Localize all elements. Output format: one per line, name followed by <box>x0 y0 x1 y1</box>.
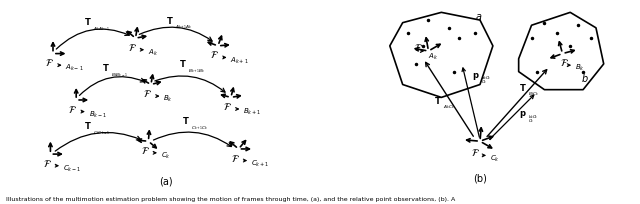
Text: $b$: $b$ <box>580 71 588 83</box>
Text: $_{B_{k+1}B_k}$: $_{B_{k+1}B_k}$ <box>188 67 206 75</box>
Text: $\mathbf{p}$: $\mathbf{p}$ <box>472 70 480 81</box>
Text: $B_{k-1}$: $B_{k-1}$ <box>88 109 107 119</box>
Text: $_{C_{k+1}C_k}$: $_{C_{k+1}C_k}$ <box>191 123 209 131</box>
Text: $B_k$: $B_k$ <box>575 63 584 73</box>
Text: Illustrations of the multimotion estimation problem showing the motion of frames: Illustrations of the multimotion estimat… <box>6 196 456 201</box>
Text: $\mathbf{T}$: $\mathbf{T}$ <box>102 62 109 73</box>
Text: (b): (b) <box>473 173 487 183</box>
Text: $\mathcal{F}$: $\mathcal{F}$ <box>560 57 569 68</box>
Text: $\mathcal{F}$: $\mathcal{F}$ <box>43 157 52 168</box>
Text: $\mathbf{T}$: $\mathbf{T}$ <box>166 15 174 26</box>
Text: $\mathbf{p}$: $\mathbf{p}$ <box>518 109 526 120</box>
Text: $^{a_k C_k}_{C_k}$: $^{a_k C_k}_{C_k}$ <box>481 74 492 85</box>
Text: $\mathbf{T}$: $\mathbf{T}$ <box>84 16 92 27</box>
Text: $\mathbf{T}$: $\mathbf{T}$ <box>518 81 527 92</box>
Text: $C_k$: $C_k$ <box>161 150 171 160</box>
Text: $\mathbf{T}$: $\mathbf{T}$ <box>182 115 189 125</box>
Text: $A_{k+1}$: $A_{k+1}$ <box>230 55 249 65</box>
Text: $_{B_k B_{k-1}}$: $_{B_k B_{k-1}}$ <box>111 71 128 79</box>
Text: $B_{k+1}$: $B_{k+1}$ <box>243 106 262 116</box>
Text: $\mathcal{F}$: $\mathcal{F}$ <box>231 152 240 163</box>
Text: $\mathcal{F}$: $\mathcal{F}$ <box>68 103 77 114</box>
Text: $A_{k-1}$: $A_{k-1}$ <box>65 63 84 73</box>
Text: (a): (a) <box>159 175 173 185</box>
Text: $^{b_k C_k}_{C_k}$: $^{b_k C_k}_{C_k}$ <box>527 112 538 124</box>
Text: $_{A_{k+1}A_k}$: $_{A_{k+1}A_k}$ <box>175 23 193 31</box>
Text: $\mathbf{T}$: $\mathbf{T}$ <box>434 94 442 105</box>
Text: $_{C_k C_{k-1}}$: $_{C_k C_{k-1}}$ <box>93 129 110 136</box>
Text: $A_k$: $A_k$ <box>148 47 158 58</box>
Text: $C_{k+1}$: $C_{k+1}$ <box>251 158 269 168</box>
Text: $_{A_k A_{k-1}}$: $_{A_k A_{k-1}}$ <box>93 25 110 32</box>
Text: $C_{k-1}$: $C_{k-1}$ <box>63 163 81 173</box>
Text: $B_k$: $B_k$ <box>163 93 173 104</box>
Text: $_{A_k C_k}$: $_{A_k C_k}$ <box>443 103 454 111</box>
Text: $A_k$: $A_k$ <box>428 51 438 61</box>
Text: $\mathbf{T}$: $\mathbf{T}$ <box>179 58 187 69</box>
Text: $a$: $a$ <box>475 12 482 22</box>
Text: $\mathcal{F}$: $\mathcal{F}$ <box>210 49 219 60</box>
Text: $C_k$: $C_k$ <box>490 153 500 163</box>
Text: $\mathcal{F}$: $\mathcal{F}$ <box>143 88 152 99</box>
Text: $_{B_k C_k}$: $_{B_k C_k}$ <box>527 90 540 98</box>
Text: $\mathcal{F}$: $\mathcal{F}$ <box>414 42 423 52</box>
Text: $\mathcal{F}$: $\mathcal{F}$ <box>223 101 232 111</box>
Text: $\mathcal{F}$: $\mathcal{F}$ <box>128 42 136 52</box>
Text: $\mathcal{F}$: $\mathcal{F}$ <box>45 57 54 68</box>
Text: $\mathcal{F}$: $\mathcal{F}$ <box>141 144 150 155</box>
Text: $\mathcal{F}$: $\mathcal{F}$ <box>471 147 480 158</box>
Text: $\mathbf{T}$: $\mathbf{T}$ <box>84 120 92 131</box>
